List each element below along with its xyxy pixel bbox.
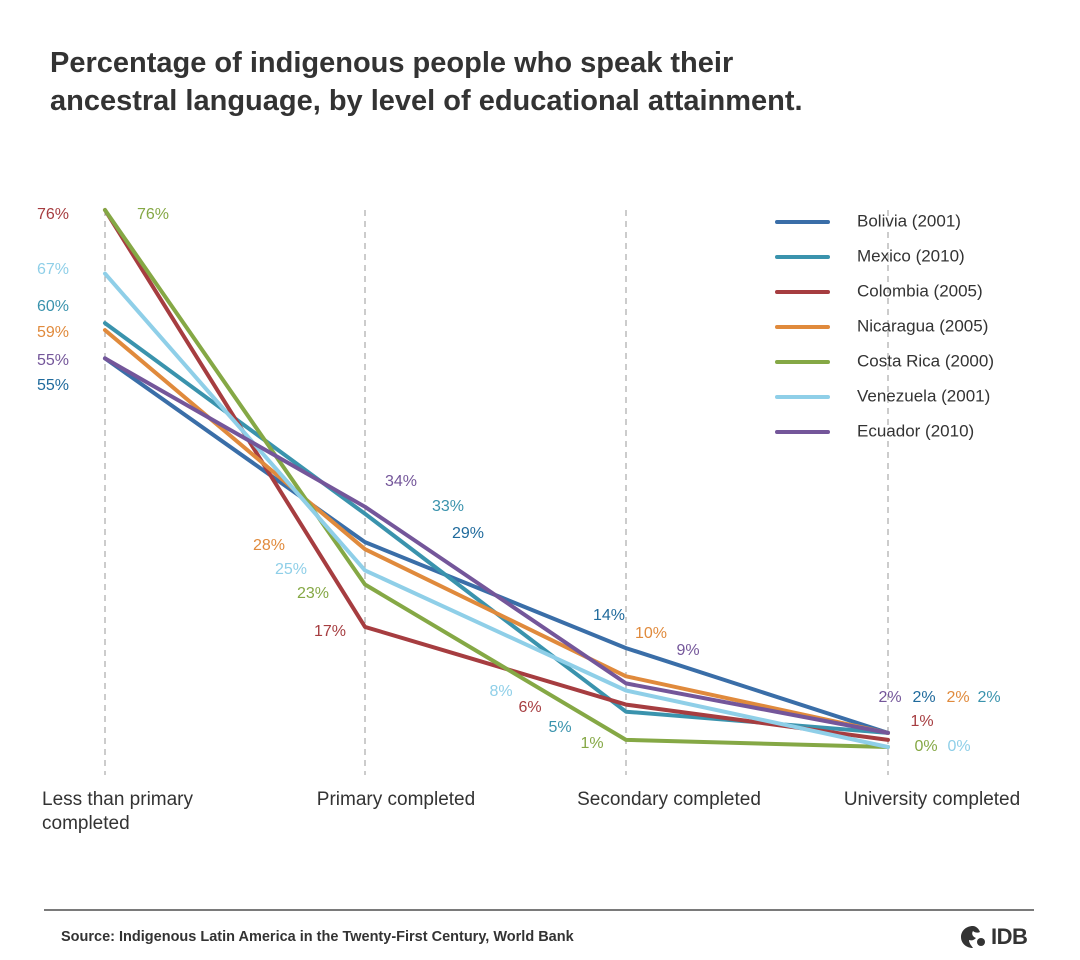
data-label-0-0: 55% [37, 377, 69, 394]
data-label-6-2: 9% [676, 642, 699, 659]
legend-label-5: Venezuela (2001) [857, 386, 990, 405]
footer-divider [44, 909, 1034, 911]
legend-label-4: Costa Rica (2000) [857, 351, 994, 370]
series-line-4 [103, 208, 890, 749]
category-label-2: Secondary completed [577, 789, 761, 810]
chart-title: Percentage of indigenous people who spea… [50, 47, 803, 117]
idb-logo-icon [961, 926, 985, 948]
data-label-1-2: 5% [548, 719, 571, 736]
data-label-6-1: 34% [385, 473, 417, 490]
data-label-2-1: 17% [314, 623, 346, 640]
data-label-6-3: 2% [878, 689, 901, 706]
data-label-4-3: 0% [914, 738, 937, 755]
data-label-4-2: 1% [580, 735, 603, 752]
data-label-2-2: 6% [518, 699, 541, 716]
category-axis: Less than primary completed Primary comple… [42, 789, 1020, 834]
data-label-5-2: 8% [489, 683, 512, 700]
source-note: Source: Indigenous Latin America in the … [61, 929, 574, 945]
legend-label-6: Ecuador (2010) [857, 421, 974, 440]
data-label-0-3: 2% [912, 689, 935, 706]
legend-label-0: Bolivia (2001) [857, 211, 961, 230]
data-label-1-0: 60% [37, 298, 69, 315]
data-label-1-3: 2% [977, 689, 1000, 706]
data-label-1-1: 33% [432, 498, 464, 515]
data-label-5-3: 0% [947, 738, 970, 755]
category-label-0: Less than primary completed [42, 789, 194, 834]
legend-label-1: Mexico (2010) [857, 246, 965, 265]
data-label-3-1: 28% [253, 537, 285, 554]
data-label-4-1: 23% [297, 585, 329, 602]
data-label-3-3: 2% [946, 689, 969, 706]
data-label-2-3: 1% [910, 713, 933, 730]
data-label-6-0: 55% [37, 352, 69, 369]
data-label-0-2: 14% [593, 607, 625, 624]
data-label-3-0: 59% [37, 324, 69, 341]
data-label-3-2: 10% [635, 625, 667, 642]
data-label-5-0: 67% [37, 261, 69, 278]
legend-label-2: Colombia (2005) [857, 281, 983, 300]
series-line-1 [103, 321, 890, 735]
series-line-6 [103, 356, 890, 735]
data-label-5-1: 25% [275, 561, 307, 578]
legend: Bolivia (2001) Mexico (2010) Colombia (200… [775, 211, 994, 440]
data-label-2-0: 76% [37, 206, 69, 223]
series-line-5 [103, 271, 890, 749]
data-labels: 55% 29% 14% 2% 60% 33% 5% 2% 76% 17% 6% 1% 59% 28% 10%… [37, 206, 1001, 755]
series-line-3 [103, 328, 890, 735]
logo-text: IDB [991, 924, 1028, 949]
series-lines [103, 208, 890, 749]
data-label-4-0: 76% [137, 206, 169, 223]
data-label-0-1: 29% [452, 525, 484, 542]
series-line-0 [103, 356, 890, 735]
idb-logo: IDB [960, 924, 1028, 950]
legend-label-3: Nicaragua (2005) [857, 316, 988, 335]
category-label-1: Primary completed [317, 789, 475, 810]
series-line-2 [103, 208, 890, 742]
category-label-3: University completed [844, 789, 1020, 810]
